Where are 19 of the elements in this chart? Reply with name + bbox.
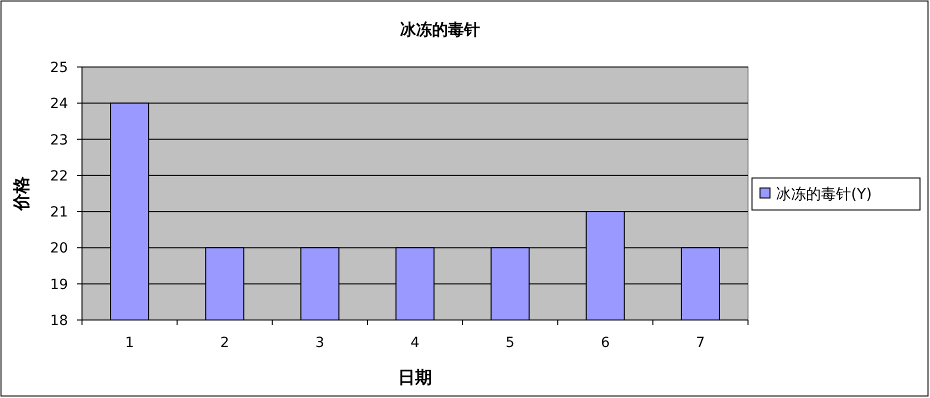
- y-tick-label: 18: [50, 313, 68, 329]
- y-tick-label: 23: [50, 132, 68, 148]
- x-tick-label: 6: [600, 335, 610, 351]
- y-tick-label: 22: [50, 168, 68, 184]
- x-tick-label: 1: [125, 335, 134, 351]
- x-axis-title: 日期: [398, 368, 432, 388]
- chart-title: 冰冻的毒针: [400, 20, 480, 39]
- x-tick-label: 2: [220, 335, 230, 351]
- legend-label: 冰冻的毒针(Y): [776, 185, 872, 203]
- x-tick-label: 5: [506, 335, 515, 351]
- y-axis-title: 价格: [12, 176, 32, 212]
- y-tick-label: 21: [50, 204, 68, 221]
- y-tick-label: 24: [50, 96, 68, 112]
- y-tick-label: 25: [50, 60, 68, 76]
- x-tick-label: 4: [410, 335, 420, 351]
- y-tick-label: 20: [50, 240, 68, 257]
- x-tick-label: 7: [696, 335, 705, 351]
- y-tick-label: 19: [50, 276, 68, 293]
- x-tick-label: 3: [315, 335, 324, 351]
